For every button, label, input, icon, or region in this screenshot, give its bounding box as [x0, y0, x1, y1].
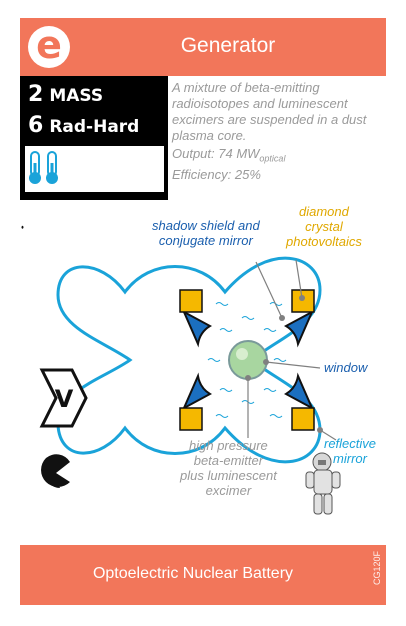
photovoltaic-cell — [179, 407, 203, 431]
shadow-shield — [283, 309, 315, 348]
emitter-label: high pressure beta-emitter plus luminesc… — [180, 438, 277, 498]
pacman-icon-right — [21, 225, 24, 229]
card: e Generator 2 MASS 6 Rad-Hard A mixture of… — [20, 18, 386, 605]
mass-stat: 2 MASS — [28, 82, 103, 107]
output-line: Output: 74 MWoptical — [172, 146, 380, 167]
photovoltaic-cell — [291, 289, 315, 313]
shadow-shield — [283, 372, 315, 411]
leader-lines — [247, 259, 337, 441]
diagram-graphic: V — [21, 225, 341, 515]
description-text: A mixture of beta-emitting radioisotopes… — [172, 80, 367, 143]
astronaut-icon — [305, 452, 341, 515]
reflective-label: reflective mirror — [324, 436, 377, 466]
generator-diagram: V shadow shield and conjugate mirror dia… — [20, 200, 386, 545]
thermometer-icon — [46, 151, 58, 184]
description: A mixture of beta-emitting radioisotopes… — [172, 80, 380, 183]
photovoltaic-cell — [179, 289, 203, 313]
thermometer-icon — [29, 151, 41, 184]
efficiency-text: Efficiency: 25% — [172, 166, 261, 182]
output-subscript: optical — [259, 153, 286, 164]
diamond-label: diamond crystal photovoltaics — [286, 204, 362, 249]
mass-value: 2 — [28, 82, 44, 107]
card-title: Generator — [180, 34, 276, 57]
reflective-mirror-outline — [56, 256, 322, 464]
card-code: CG120F — [372, 551, 382, 586]
electric-logo-icon: e — [28, 26, 70, 68]
footer-title: Optoelectric Nuclear Battery — [92, 565, 294, 582]
pacman-shape — [41, 454, 70, 487]
v-hexagon-icon — [39, 368, 88, 428]
rad-hard-stat: 6 Rad-Hard — [28, 113, 139, 138]
rad-hard-label: Rad-Hard — [49, 117, 140, 137]
shadow-shield — [181, 309, 213, 348]
shadow-shield — [181, 372, 213, 411]
window-sphere — [228, 340, 268, 380]
window-label: window — [324, 360, 368, 375]
thermometer-box — [25, 146, 164, 192]
output-text: Output: 74 MW — [172, 146, 260, 161]
window-highlight — [236, 348, 248, 360]
shadow-shield-label: shadow shield and conjugate mirror — [152, 218, 260, 248]
stats-panel: 2 MASS 6 Rad-Hard — [20, 76, 168, 200]
rad-hard-value: 6 — [28, 113, 44, 138]
svg-text:V: V — [55, 385, 74, 413]
mass-label: MASS — [49, 86, 104, 106]
card-footer: Optoelectric Nuclear Battery CG120F — [20, 545, 386, 605]
photovoltaic-cell — [291, 407, 315, 431]
card-header: e Generator — [20, 18, 386, 76]
